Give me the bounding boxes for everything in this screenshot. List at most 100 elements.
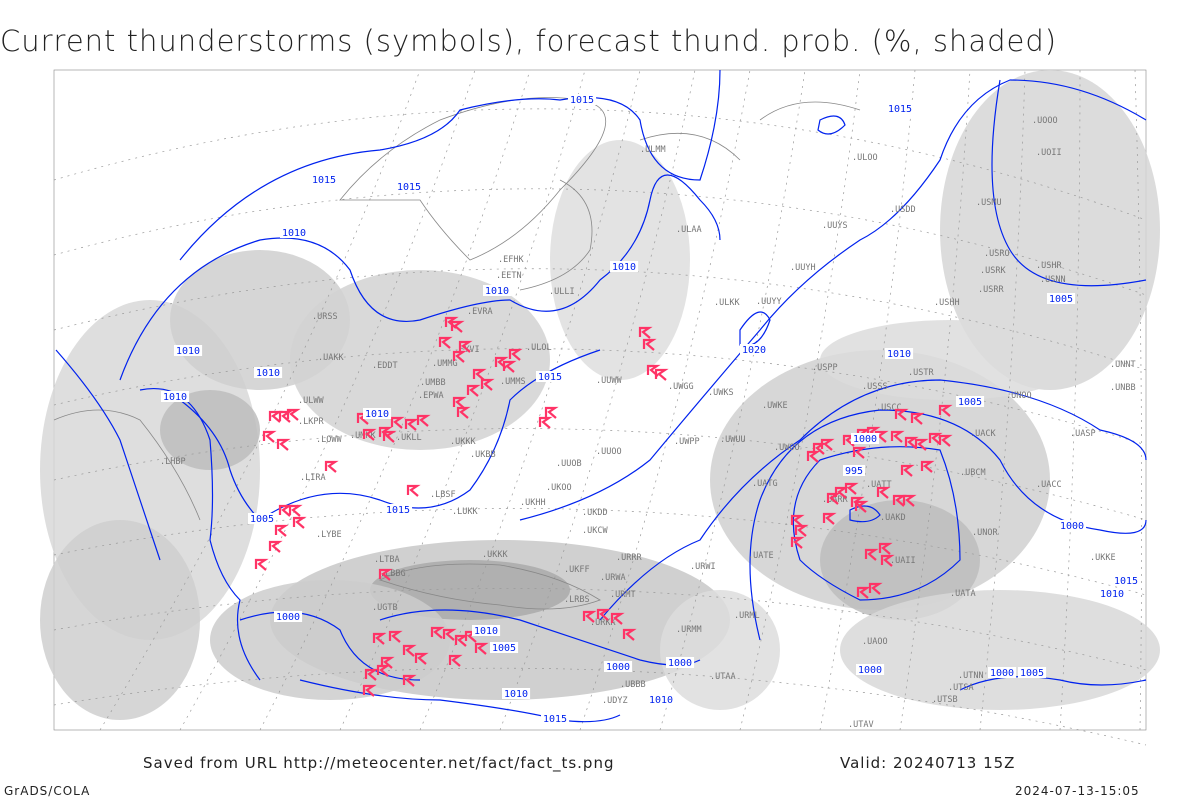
coastline xyxy=(378,563,601,610)
software-credit: GrADS/COLA xyxy=(4,784,91,798)
thunderstorm-icon xyxy=(938,434,953,447)
isobar-line xyxy=(379,609,701,666)
thunderstorm-icon xyxy=(268,540,283,553)
station-label: .UMMG xyxy=(432,359,458,369)
isobar-line xyxy=(519,79,1147,521)
thunderstorm-icon xyxy=(324,460,339,473)
station-label: .ULOO xyxy=(852,153,878,163)
station-label: .UATG xyxy=(752,479,778,489)
shading-area xyxy=(820,320,1080,400)
valid-time: Valid: 20240713 15Z xyxy=(840,754,1016,772)
generation-timestamp: 2024-07-13-15:05 xyxy=(1015,784,1140,798)
station-label: .UKKK xyxy=(482,550,508,560)
station-label: .UWKE xyxy=(762,401,788,411)
station-label: .UUYY xyxy=(756,297,782,307)
station-label: .URSS xyxy=(312,312,338,322)
thunderstorm-icon xyxy=(868,582,883,595)
station-label: .UATT xyxy=(866,480,892,490)
thunderstorm-icon xyxy=(876,486,891,499)
isobar-label-bg xyxy=(536,371,565,382)
station-label: .LIRA xyxy=(300,473,326,483)
station-label: .UKOO xyxy=(546,483,572,493)
station-label: .USTR xyxy=(908,368,934,378)
parallel xyxy=(53,428,1147,521)
station-label: .UTAA xyxy=(710,672,736,682)
thunderstorm-probability-shading xyxy=(40,70,1160,720)
coastline xyxy=(339,97,606,261)
station-label: .ULWW xyxy=(298,396,324,406)
parallel xyxy=(53,587,1147,671)
station-label: .USRO xyxy=(984,249,1010,259)
meridian xyxy=(499,69,696,731)
isobar-label: 1010 xyxy=(649,695,673,706)
meridian xyxy=(579,69,751,731)
station-label: .UAKK xyxy=(318,353,344,363)
shading-area xyxy=(210,580,450,700)
isobar-line xyxy=(299,679,621,723)
isobar-label-bg xyxy=(604,661,633,672)
thunderstorm-icon xyxy=(894,408,909,421)
station-label: .UMMS xyxy=(500,377,526,387)
station-label: .UKBB xyxy=(470,450,496,460)
station-label: .LBBG xyxy=(380,569,406,579)
station-label: .UATE xyxy=(748,551,774,561)
station-label: .URRR xyxy=(616,553,642,563)
station-label: .UGTB xyxy=(372,603,398,613)
isobar-label-bg xyxy=(956,396,985,407)
thunderstorm-symbols xyxy=(254,316,953,697)
thunderstorm-icon xyxy=(362,684,377,697)
station-label: .UAKD xyxy=(880,513,906,523)
thunderstorm-icon xyxy=(494,356,509,369)
isobar-label: 1010 xyxy=(887,349,911,360)
isobar-label-bg xyxy=(1018,667,1047,678)
station-label: .URKK xyxy=(590,618,616,628)
isobar-label: 1010 xyxy=(485,286,509,297)
isobar-label-bg xyxy=(395,181,424,192)
isobar-label: 1005 xyxy=(958,397,982,408)
station-label: .UUOO xyxy=(596,447,622,457)
station-label: .LKPR xyxy=(298,417,324,427)
map-title: Current thunderstorms (symbols), forecas… xyxy=(0,24,1058,58)
shading-area xyxy=(940,70,1160,390)
station-label: .UWOO xyxy=(774,443,800,453)
thunderstorm-icon xyxy=(646,364,661,377)
coastline xyxy=(519,179,593,291)
station-label: .UKLL xyxy=(396,433,422,443)
station-label: .USRK xyxy=(980,266,1006,276)
isobar-label: 1015 xyxy=(397,182,421,193)
thunderstorm-icon xyxy=(406,484,421,497)
thunderstorm-icon xyxy=(452,350,467,363)
meridian xyxy=(179,69,476,731)
station-label: .USMU xyxy=(976,198,1002,208)
isobar-label-bg xyxy=(1098,588,1127,599)
thunderstorm-icon xyxy=(806,450,821,463)
station-label: .UTNN xyxy=(958,671,984,681)
isobar-label: 1005 xyxy=(492,643,516,654)
isobar-label: 1000 xyxy=(606,662,630,673)
thunderstorm-icon xyxy=(380,656,395,669)
station-label: .UMBB xyxy=(420,378,446,388)
thunderstorm-icon xyxy=(286,408,301,421)
station-label: .UNBB xyxy=(1110,383,1136,393)
station-label: .UDYZ xyxy=(602,696,628,706)
isobar-line xyxy=(119,174,721,381)
isobar-label: 1000 xyxy=(853,434,877,445)
isobar-label-bg xyxy=(740,344,769,355)
thunderstorm-icon xyxy=(938,404,953,417)
parallel xyxy=(53,348,1147,446)
isobar-label-bg xyxy=(1112,575,1141,586)
isobar-label: 1015 xyxy=(538,372,562,383)
thunderstorm-icon xyxy=(794,524,809,537)
isobar-label-bg xyxy=(248,513,277,524)
station-label: .UUWW xyxy=(596,376,622,386)
isobar-labels: 1015 1015 1015 1010 1010 1010 1015 1010 1010 1010… xyxy=(161,94,1141,725)
station-label: .EETN xyxy=(496,271,522,281)
isobar-label: 1010 xyxy=(474,626,498,637)
station-label: .UBBB xyxy=(620,680,646,690)
thunderstorm-icon xyxy=(622,628,637,641)
station-label: .ULAA xyxy=(676,225,702,235)
isobar-label: 1010 xyxy=(612,262,636,273)
isobar-label: 1000 xyxy=(858,665,882,676)
isobar-label-bg xyxy=(254,367,283,378)
station-label: .ULMM xyxy=(640,145,666,155)
